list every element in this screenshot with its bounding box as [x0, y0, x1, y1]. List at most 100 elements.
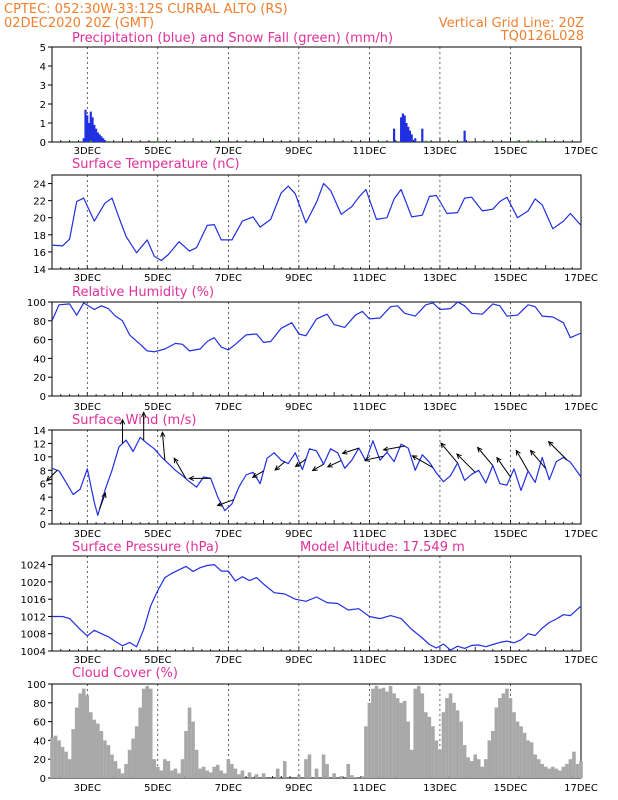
cloud-bar — [156, 766, 160, 778]
wind-arrow — [412, 455, 434, 469]
cloud-bar — [339, 776, 343, 778]
y-tick-label: 80 — [33, 317, 46, 328]
cloud-bar — [205, 770, 209, 778]
precip-bar — [408, 130, 412, 142]
wind-arrow-head — [251, 472, 258, 478]
x-tick-label: 15DEC — [494, 273, 528, 284]
plot-frame — [51, 46, 582, 143]
x-tick-label: 11DEC — [353, 529, 387, 540]
wind-arrow — [496, 457, 511, 478]
y-tick-label: 14 — [33, 426, 46, 437]
cloud-bar — [568, 759, 573, 778]
wind-arrow-head — [294, 461, 301, 468]
cloud-bar — [434, 740, 439, 778]
wind-arrow — [456, 453, 476, 473]
cloud-bar — [558, 770, 562, 778]
cloud-bar — [173, 768, 178, 778]
y-tick-label: 40 — [33, 736, 46, 747]
snow-bar — [530, 140, 533, 142]
precip-bar — [463, 130, 466, 142]
wind-arrow — [548, 441, 568, 461]
cloud-bar — [346, 763, 351, 778]
cloud-bar — [282, 761, 287, 778]
plot-frame — [51, 174, 582, 270]
wind-arrow-head — [515, 449, 521, 456]
cloud-bar — [71, 729, 75, 778]
precip-bar — [102, 138, 105, 142]
cloud-bar — [459, 721, 463, 778]
cloud-bar — [575, 763, 580, 778]
cloud-bar — [201, 766, 206, 778]
wind-arrow-head — [456, 453, 462, 459]
cloud-bar — [392, 693, 396, 778]
wind-arrow — [383, 445, 405, 451]
cloud-bar — [469, 761, 474, 778]
y-tick-label: 0 — [40, 520, 46, 531]
precip-bar — [84, 109, 87, 142]
y-tick-label: 5 — [40, 43, 46, 54]
panel-3: Relative Humidity (%) 0 20 40 60 80 100 3DEC 5DE… — [27, 285, 598, 413]
wind-arrow — [173, 457, 187, 479]
wind-arrow — [364, 455, 384, 461]
x-tick-label: 5DEC — [144, 402, 171, 413]
cloud-bar — [74, 707, 79, 778]
y-tick-label: 0 — [40, 392, 46, 403]
cloud-bar — [395, 698, 400, 778]
cloud-bar — [480, 766, 485, 778]
panel-title: Surface Pressure (hPa) — [72, 540, 219, 555]
x-tick-label: 17DEC — [564, 402, 598, 413]
header-run-time: 02DEC2020 20Z (GMT) — [4, 16, 154, 31]
cloud-bar — [494, 707, 499, 778]
panel-title: Relative Humidity (%) — [72, 285, 214, 300]
cloud-bar — [416, 685, 421, 778]
x-tick-label: 3DEC — [74, 146, 101, 157]
wind-arrow — [312, 463, 324, 471]
cloud-bar — [106, 745, 111, 778]
cloud-bar — [215, 764, 220, 778]
x-tick-label: 3DEC — [74, 783, 101, 794]
cloud-bar — [177, 773, 181, 778]
panel-5: Surface Pressure (hPa) Model Altitude: 17… — [21, 540, 598, 666]
y-tick-label: 1004 — [21, 647, 46, 658]
y-tick-label: 40 — [33, 354, 46, 365]
cloud-bar — [360, 776, 365, 778]
cloud-bar — [230, 763, 234, 778]
cloud-bar — [247, 772, 252, 778]
cloud-bar — [452, 702, 456, 778]
precip-bar — [392, 128, 396, 142]
cloud-bar — [81, 688, 86, 778]
x-tick-label: 5DEC — [144, 529, 171, 540]
y-tick-label: 60 — [33, 336, 46, 347]
precip-bar — [100, 136, 103, 142]
cloud-bar — [208, 772, 213, 778]
x-tick-label: 17DEC — [564, 655, 598, 666]
wind-arrow — [515, 450, 529, 472]
precip-bar — [89, 111, 92, 142]
y-tick-label: 0 — [40, 138, 46, 149]
cloud-bar — [194, 749, 199, 778]
cloud-bar — [99, 731, 104, 778]
y-tick-label: 100 — [27, 680, 46, 691]
cloud-bar — [223, 773, 227, 778]
cloud-bar — [515, 721, 520, 778]
cloud-bar — [572, 751, 576, 778]
cloud-bar — [550, 766, 555, 778]
x-tick-label: 15DEC — [494, 655, 528, 666]
y-tick-label: 20 — [33, 755, 46, 766]
x-tick-label: 7DEC — [215, 655, 242, 666]
cloud-bar — [96, 723, 100, 778]
cloud-bar — [261, 773, 266, 778]
snow-bar — [541, 140, 544, 142]
panels: Precipitation (blue) and Snow Fall (gree… — [21, 31, 598, 794]
cloud-bar — [92, 719, 97, 778]
panel-6: Cloud Cover (%) 0 20 40 60 80 100 3DEC 5DEC 7DEC 9… — [27, 666, 598, 794]
cloud-bar — [145, 685, 150, 778]
x-tick-label: 5DEC — [144, 273, 171, 284]
y-tick-label: 16 — [33, 248, 46, 259]
x-tick-label: 5DEC — [144, 783, 171, 794]
wind-arrow-head — [496, 456, 502, 463]
cloud-bar — [543, 766, 548, 778]
y-tick-label: 100 — [27, 298, 46, 309]
x-tick-label: 3DEC — [74, 529, 101, 540]
